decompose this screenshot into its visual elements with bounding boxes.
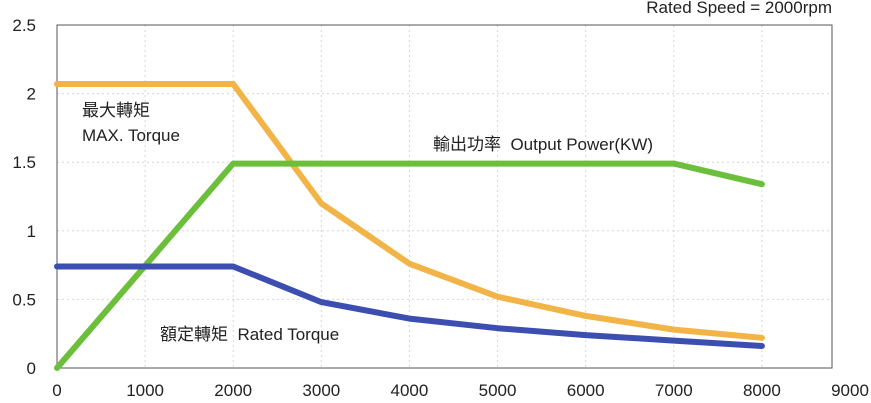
series-line-max-torque [54,81,765,341]
x-tick-label: 0 [52,381,61,400]
y-axis: 0 0.5 1 1.5 2 2.5 [12,16,36,378]
annotation-output-power: 輸出功率 Output Power(KW) [433,135,653,154]
x-tick-label: 7000 [655,381,693,400]
x-tick-label: 6000 [567,381,605,400]
x-tick-label: 3000 [302,381,340,400]
x-tick-label: 4000 [391,381,429,400]
chart-subtitle: Rated Speed = 2000rpm [646,0,832,17]
y-tick-label: 0 [27,359,36,378]
annotation-rated-torque: 額定轉矩 Rated Torque [160,325,339,344]
x-tick-label: 5000 [479,381,517,400]
grid [57,25,832,368]
x-tick-label: 8000 [743,381,781,400]
x-tick-label: 9000 [831,381,869,400]
plot-area [56,24,833,369]
annotation-max-torque-cn: 最大轉矩 [82,101,150,120]
series-line-rated-torque [54,263,765,349]
y-tick-label: 0.5 [12,290,36,309]
annotation-max-torque-en: MAX. Torque [82,126,180,145]
x-tick-label: 2000 [214,381,252,400]
series-lines [54,81,765,371]
y-tick-label: 2.5 [12,16,36,35]
y-tick-label: 1 [27,222,36,241]
x-tick-label: 1000 [126,381,164,400]
y-tick-label: 1.5 [12,153,36,172]
y-tick-label: 2 [27,85,36,104]
x-axis: 0 1000 2000 3000 4000 5000 6000 7000 8000 9000 [52,381,869,400]
annotations: 最大轉矩 MAX. Torque 輸出功率 Output Power(KW) 額… [82,101,653,344]
